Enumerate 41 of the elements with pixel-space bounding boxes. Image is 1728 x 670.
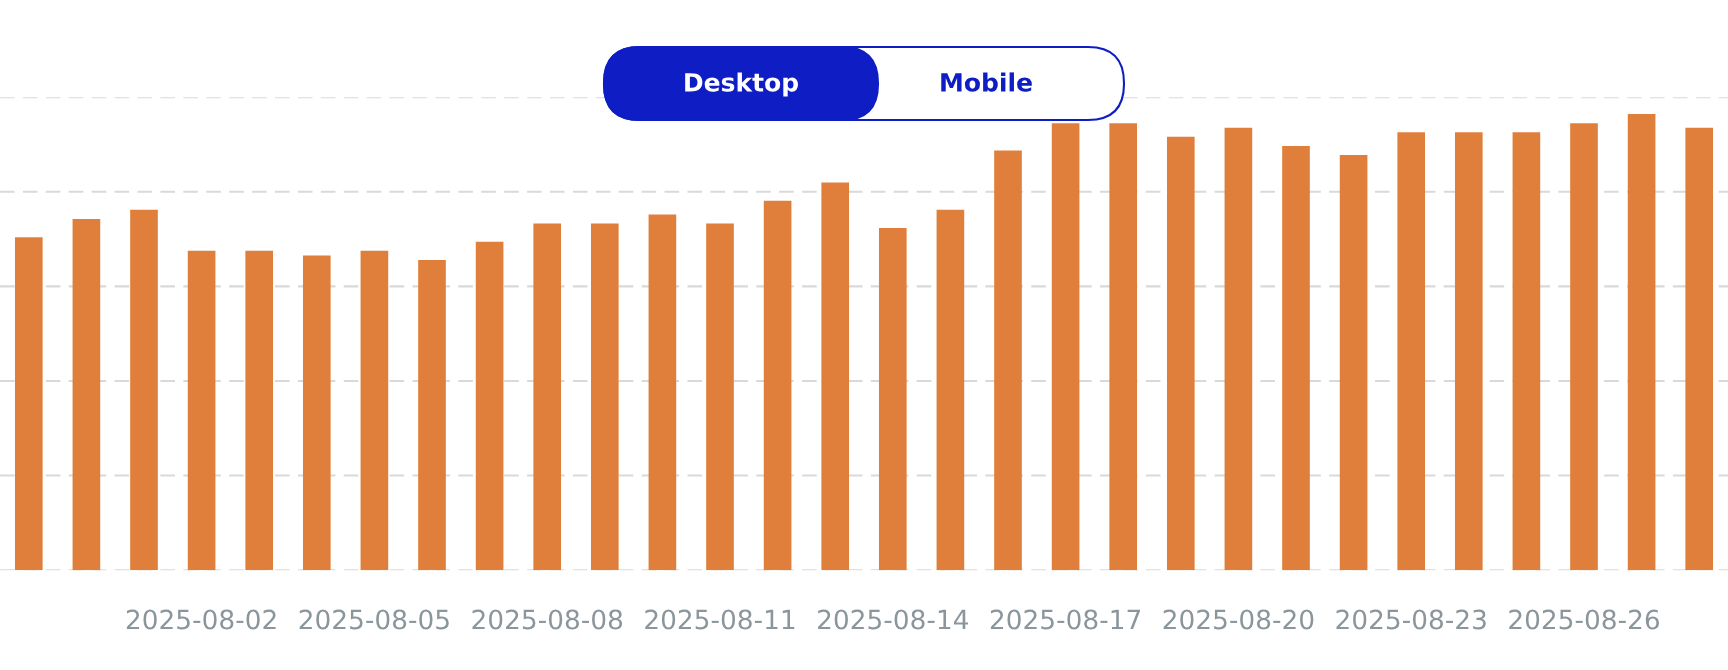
bar bbox=[302, 255, 331, 571]
text: Desktop bbox=[685, 72, 798, 97]
bar bbox=[14, 237, 43, 571]
bar bbox=[878, 228, 907, 571]
bar bbox=[1512, 132, 1541, 571]
bar bbox=[1685, 127, 1714, 571]
bar bbox=[1397, 132, 1426, 571]
bar bbox=[418, 259, 446, 571]
bar bbox=[1627, 114, 1656, 571]
bar bbox=[590, 223, 619, 571]
bar bbox=[1051, 123, 1080, 571]
bar bbox=[763, 200, 792, 571]
bar bbox=[360, 250, 389, 571]
x-tick-label: 2025-08-05 bbox=[299, 609, 449, 630]
bar bbox=[533, 223, 562, 571]
bar bbox=[1570, 123, 1598, 571]
x-tick-label: 2025-08-20 bbox=[1163, 609, 1314, 630]
x-tick-label: 2025-08-11 bbox=[645, 609, 795, 630]
bar bbox=[475, 241, 504, 571]
bar bbox=[648, 214, 677, 571]
bar bbox=[706, 223, 734, 571]
x-tick-label: 2025-08-02 bbox=[126, 609, 276, 630]
bar bbox=[1454, 132, 1483, 571]
x-tick-label: 2025-08-14 bbox=[818, 609, 968, 630]
bar bbox=[1109, 123, 1138, 571]
bar bbox=[1282, 145, 1310, 571]
bar bbox=[130, 209, 158, 571]
bar bbox=[187, 250, 216, 571]
bar bbox=[72, 218, 101, 571]
bar bbox=[936, 209, 965, 571]
x-tick-label: 2025-08-23 bbox=[1336, 609, 1486, 630]
bar bbox=[1224, 127, 1253, 571]
bar bbox=[1166, 136, 1195, 571]
bar bbox=[821, 182, 850, 571]
bar bbox=[1339, 155, 1368, 571]
bar bbox=[245, 250, 274, 571]
x-tick-label: 2025-08-08 bbox=[472, 609, 623, 630]
text: Mobile bbox=[941, 72, 1032, 92]
bar bbox=[994, 150, 1022, 571]
x-tick-label: 2025-08-26 bbox=[1509, 609, 1660, 630]
x-tick-label: 2025-08-17 bbox=[990, 609, 1141, 630]
